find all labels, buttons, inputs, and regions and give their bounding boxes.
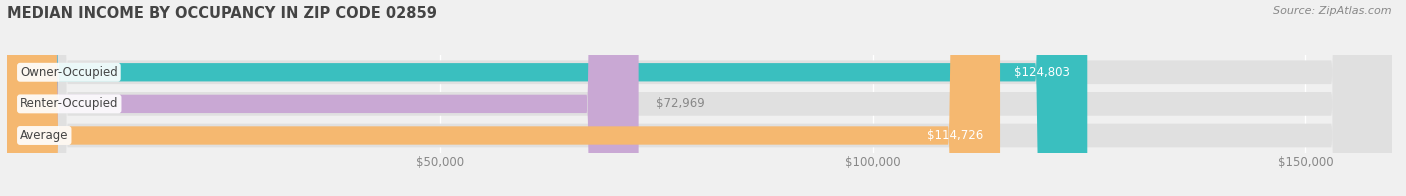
Text: Source: ZipAtlas.com: Source: ZipAtlas.com xyxy=(1274,6,1392,16)
Text: $124,803: $124,803 xyxy=(1014,66,1070,79)
FancyBboxPatch shape xyxy=(7,0,1392,196)
Text: Average: Average xyxy=(20,129,69,142)
Text: Owner-Occupied: Owner-Occupied xyxy=(20,66,118,79)
Text: $72,969: $72,969 xyxy=(657,97,704,110)
FancyBboxPatch shape xyxy=(7,0,1087,196)
Text: MEDIAN INCOME BY OCCUPANCY IN ZIP CODE 02859: MEDIAN INCOME BY OCCUPANCY IN ZIP CODE 0… xyxy=(7,6,437,21)
FancyBboxPatch shape xyxy=(7,0,638,196)
FancyBboxPatch shape xyxy=(7,0,1392,196)
FancyBboxPatch shape xyxy=(7,0,1392,196)
FancyBboxPatch shape xyxy=(7,0,1000,196)
Text: $114,726: $114,726 xyxy=(927,129,983,142)
Text: Renter-Occupied: Renter-Occupied xyxy=(20,97,118,110)
